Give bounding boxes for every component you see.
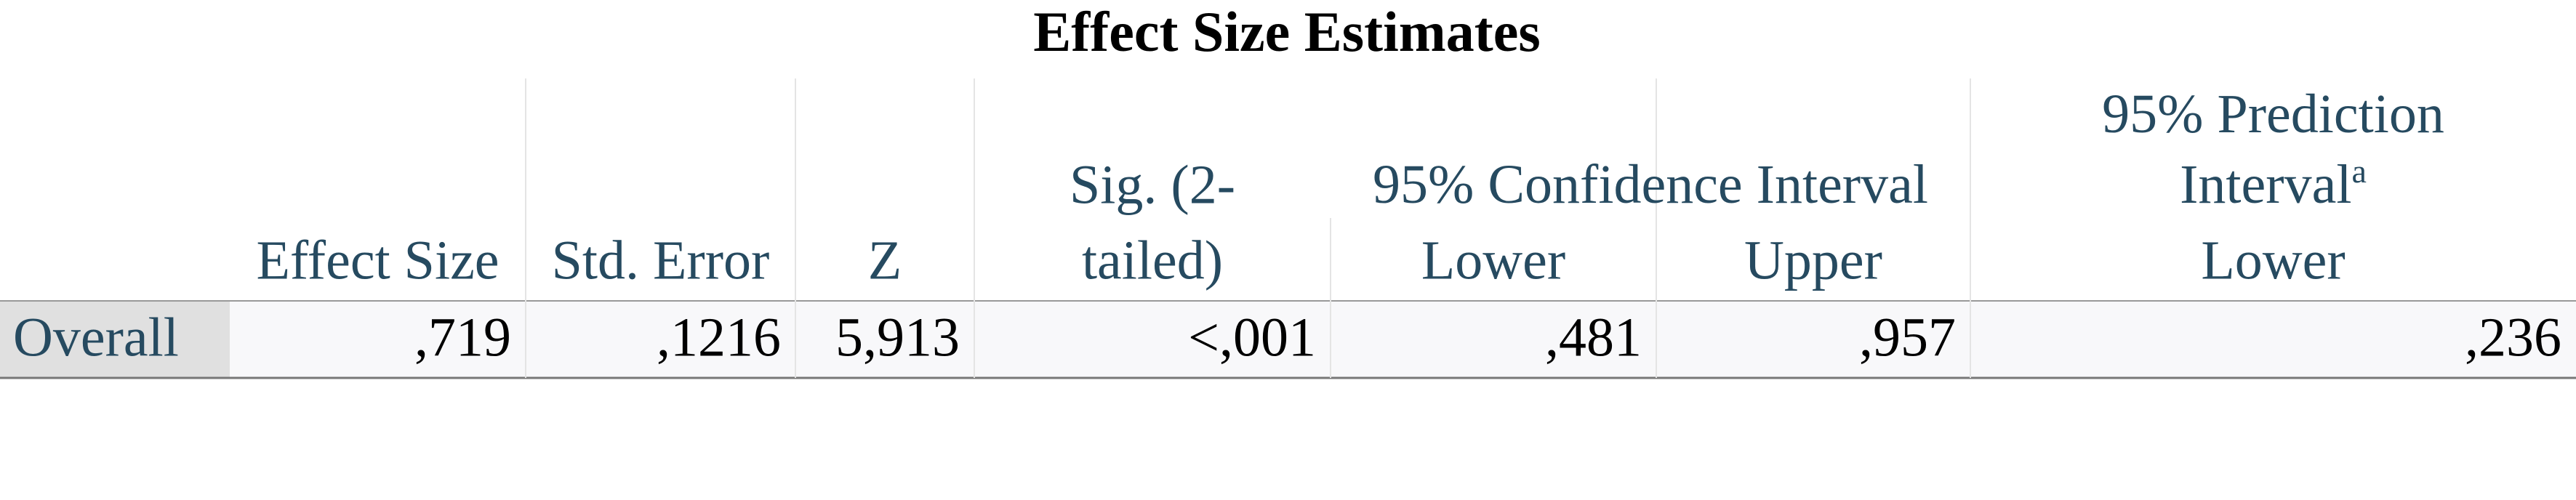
cell: <,001 xyxy=(1188,307,1316,368)
column-header: Upper xyxy=(1744,230,1882,291)
group-header-text: 95% Confidence Interval xyxy=(1373,154,1928,215)
group-header-text: 95% Prediction xyxy=(2102,84,2444,145)
row-bg xyxy=(230,301,2576,378)
cell: 5,913 xyxy=(835,307,960,368)
group-header: 95% Confidence Interval xyxy=(1373,154,1928,215)
footnote-marker: a xyxy=(2351,153,2366,190)
column-header: Std. Error xyxy=(552,230,770,291)
cell: ,957 xyxy=(1859,307,1956,368)
group-header: Intervala xyxy=(2180,153,2367,216)
cell: ,481 xyxy=(1545,307,1642,368)
column-header: Effect Size xyxy=(256,230,499,291)
row-label-bg xyxy=(0,301,230,378)
column-header: Lower xyxy=(2201,230,2345,291)
column-header: Lower xyxy=(1421,230,1565,291)
group-header: 95% Prediction xyxy=(2102,84,2444,145)
column-header: tailed) xyxy=(1082,230,1223,291)
column-header: Z xyxy=(868,230,902,291)
cell: ,719 xyxy=(414,307,511,368)
table-title: Effect Size Estimates xyxy=(1033,0,1540,63)
cell: ,236 xyxy=(2465,307,2561,368)
cell: ,1216 xyxy=(657,307,781,368)
group-header-text: Interval xyxy=(2180,154,2351,215)
column-header: Sig. (2- xyxy=(1070,154,1235,215)
row-label: Overall xyxy=(13,307,179,368)
